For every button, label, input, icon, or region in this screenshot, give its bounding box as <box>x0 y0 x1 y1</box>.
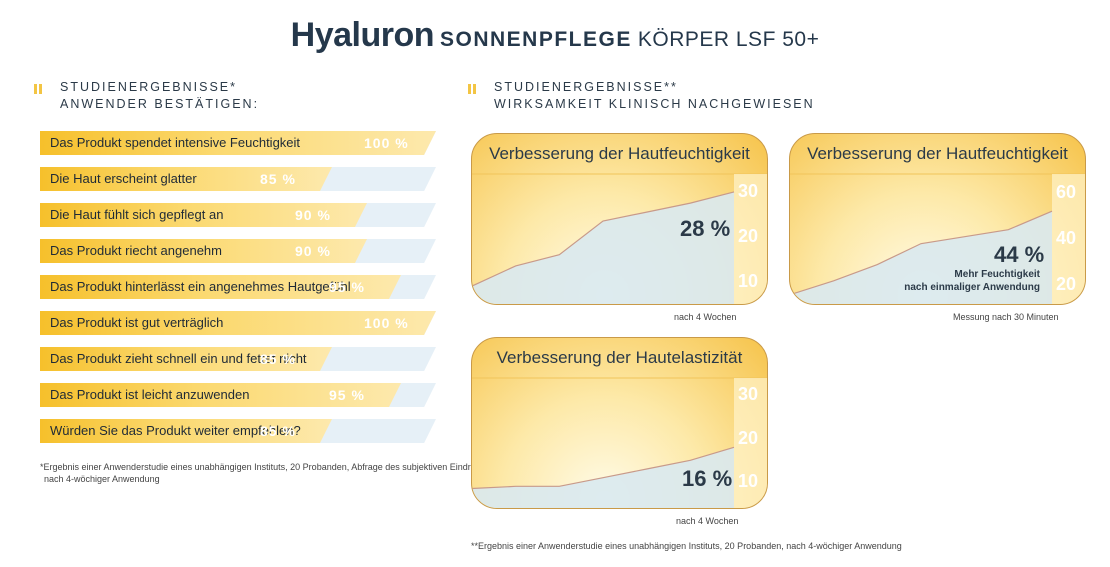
survey-footnote: *Ergebnis einer Anwenderstudie eines una… <box>40 461 489 485</box>
survey-bar-row: Das Produkt zieht schnell ein und fettet… <box>40 347 440 373</box>
chart-callout-value: 16 % <box>682 466 733 491</box>
survey-bar <box>40 203 367 227</box>
moisture-chart-30-min: Verbesserung der Hautfeuchtigkeit 20 40 60 4… <box>789 133 1086 305</box>
survey-bar-row: Würden Sie das Produkt weiter empfehlen?… <box>40 419 440 445</box>
y-tick-label: 10 <box>738 270 759 291</box>
survey-bar-row: Das Produkt hinterlässt ein angenehmes H… <box>40 275 440 301</box>
survey-bar <box>40 275 401 299</box>
survey-bar-value: 85 % <box>260 351 296 367</box>
clinical-footnote: **Ergebnis einer Anwenderstudie eines un… <box>471 541 902 551</box>
y-axis-column <box>734 378 767 508</box>
y-tick-label: 30 <box>738 384 759 405</box>
y-tick-label: 60 <box>1056 181 1077 202</box>
product-variant: KÖRPER LSF 50+ <box>637 28 820 51</box>
chart-plot <box>790 173 1085 304</box>
chart-callout-value: 28 % <box>680 216 731 241</box>
survey-bar <box>40 239 367 263</box>
survey-bar-value: 95 % <box>329 387 365 403</box>
page-title: Hyaluron SONNENPFLEGE KÖRPER LSF 50+ <box>0 16 1110 55</box>
survey-bar-row: Das Produkt ist gut verträglich 100 % <box>40 311 440 337</box>
clinical-heading-line1: STUDIENERGEBNISSE** <box>494 80 678 94</box>
moisture-chart-4-weeks-caption: nach 4 Wochen <box>674 312 737 322</box>
y-tick-label: 20 <box>738 427 759 448</box>
survey-bar-value: 95 % <box>329 279 365 295</box>
chart-callout-line2: nach einmaliger Anwendung <box>904 282 1040 293</box>
y-tick-label: 40 <box>1056 228 1077 248</box>
survey-bar <box>40 347 332 371</box>
heading-marker-icon <box>468 82 479 94</box>
y-tick-label: 20 <box>738 225 759 246</box>
survey-bar-label: Das Produkt zieht schnell ein und fettet… <box>50 351 307 366</box>
survey-bar-row: Das Produkt spendet intensive Feuchtigke… <box>40 131 440 157</box>
chart-title: Verbesserung der Hautfeuchtigkeit <box>489 144 750 163</box>
chart-plot <box>472 377 767 508</box>
survey-heading-line1: STUDIENERGEBNISSE* <box>60 80 238 94</box>
survey-bar-row: Das Produkt riecht angenehm 90 % <box>40 239 440 265</box>
elasticity-chart-caption: nach 4 Wochen <box>676 516 739 526</box>
survey-bar <box>40 383 401 407</box>
area-series <box>472 191 734 304</box>
survey-bar-label: Das Produkt riecht angenehm <box>50 243 222 258</box>
y-tick-label: 10 <box>738 471 759 491</box>
survey-bar-label: Das Produkt ist gut verträglich <box>50 315 224 330</box>
clinical-heading-line2: WIRKSAMKEIT KLINISCH NACHGEWIESEN <box>494 97 815 111</box>
survey-bar-label: Das Produkt spendet intensive Feuchtigke… <box>50 135 301 150</box>
heading-marker-icon <box>34 82 45 94</box>
survey-bar-value: 90 % <box>295 207 331 223</box>
survey-bar-label: Das Produkt hinterlässt ein angenehmes H… <box>50 279 351 294</box>
survey-bar-row: Die Haut fühlt sich gepflegt an 90 % <box>40 203 440 229</box>
survey-bar-value: 90 % <box>295 243 331 259</box>
chart-callout-line1: Mehr Feuchtigkeit <box>954 269 1040 280</box>
survey-bar <box>40 419 332 443</box>
brand-name: Hyaluron <box>290 16 435 54</box>
y-tick-label: 30 <box>738 180 759 201</box>
chart-callout-description: Mehr Feuchtigkeit nach einmaliger Anwendu… <box>904 268 1040 294</box>
chart-callout-value: 44 % <box>994 242 1045 267</box>
survey-bar-value: 85 % <box>260 423 296 439</box>
survey-footnote-line2: nach 4-wöchiger Anwendung <box>44 474 160 484</box>
product-line: SONNENPFLEGE <box>440 28 632 51</box>
chart-title: Verbesserung der Hautfeuchtigkeit <box>807 144 1068 163</box>
survey-bar-label: Würden Sie das Produkt weiter empfehlen? <box>50 423 301 438</box>
chart-title: Verbesserung der Hautelastizität <box>496 348 743 367</box>
survey-bar-label: Die Haut erscheint glatter <box>50 171 197 186</box>
survey-bar-row: Das Produkt ist leicht anzuwenden 95 % <box>40 383 440 409</box>
clinical-heading: STUDIENERGEBNISSE** WIRKSAMKEIT KLINISCH… <box>468 79 815 113</box>
y-axis-column <box>1052 174 1085 304</box>
survey-bar <box>40 311 436 335</box>
area-series-line <box>472 446 735 490</box>
y-axis-column <box>734 174 767 304</box>
survey-bar-row: Die Haut erscheint glatter 85 % <box>40 167 440 193</box>
area-series <box>790 211 1052 304</box>
survey-bar-label: Die Haut fühlt sich gepflegt an <box>50 207 224 222</box>
y-tick-label: 20 <box>1056 274 1077 295</box>
survey-bar-value: 85 % <box>260 171 296 187</box>
survey-bar <box>40 131 436 155</box>
area-series-line <box>472 191 735 287</box>
moisture-chart-4-weeks: Verbesserung der Hautfeuchtigkeit 10 20 30 2… <box>471 133 768 305</box>
elasticity-chart: Verbesserung der Hautelastizität 10 20 30 16… <box>471 337 768 509</box>
survey-bar-value: 100 % <box>364 315 409 331</box>
survey-bar <box>40 167 332 191</box>
survey-heading-line2: ANWENDER BESTÄTIGEN: <box>60 97 260 111</box>
survey-bar-label: Das Produkt ist leicht anzuwenden <box>50 387 250 402</box>
moisture-chart-30-min-caption: Messung nach 30 Minuten <box>953 312 1059 322</box>
survey-bar-value: 100 % <box>364 135 409 151</box>
survey-heading: STUDIENERGEBNISSE* ANWENDER BESTÄTIGEN: <box>34 79 260 113</box>
survey-footnote-line1: *Ergebnis einer Anwenderstudie eines una… <box>40 462 490 472</box>
chart-plot <box>472 173 767 304</box>
area-series-line <box>790 210 1053 296</box>
